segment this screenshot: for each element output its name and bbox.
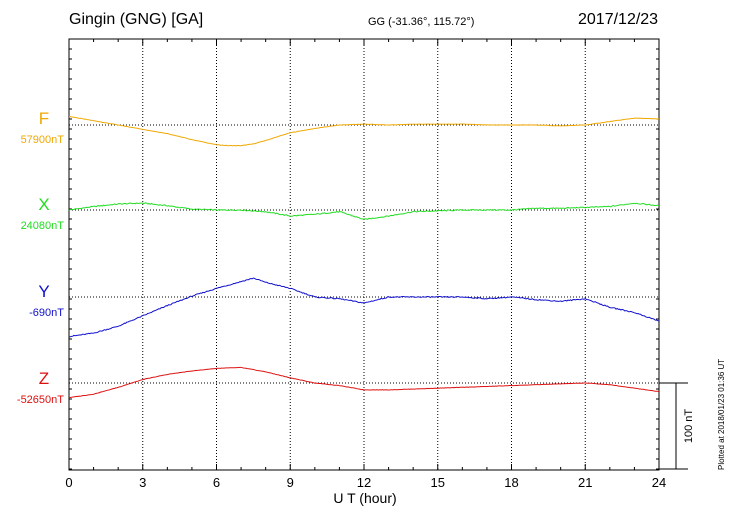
x-tick-label: 21 — [578, 475, 592, 490]
scale-bar: 100 nT — [659, 382, 695, 470]
station-title: Gingin (GNG) [GA] — [69, 11, 204, 28]
x-tick-label: 6 — [213, 475, 220, 490]
x-axis-label: U T (hour) — [333, 490, 396, 506]
station-coordinates: GG (-31.36°, 115.72°) — [368, 16, 475, 28]
x-tick-label: 15 — [431, 475, 445, 490]
x-tick-label: 12 — [357, 475, 371, 490]
x-axis-ticks: 0 3 6 9 12 15 18 21 24 — [65, 475, 666, 490]
series-line-y — [68, 277, 660, 338]
plotted-timestamp: Plotted at 2018/01/23 01:36 UT — [717, 359, 726, 470]
scale-bar-label: 100 nT — [683, 409, 695, 444]
series-line-x — [68, 202, 660, 220]
series-name-f: F — [39, 109, 49, 128]
series-labels: F 57900nT X 24080nT Y -690nT Z -52650nT — [17, 109, 64, 406]
x-tick-label: 3 — [139, 475, 146, 490]
x-tick-label: 24 — [652, 475, 666, 490]
series-baseline-f: 57900nT — [21, 134, 65, 146]
x-tick-label: 0 — [65, 475, 72, 490]
series-name-x: X — [38, 195, 49, 214]
series-name-z: Z — [39, 369, 49, 388]
series-line-z — [68, 366, 660, 399]
series-baseline-y: -690nT — [29, 307, 64, 319]
x-tick-label: 9 — [287, 475, 294, 490]
grid-lines — [69, 39, 659, 470]
axes — [68, 38, 660, 471]
series-baseline-x: 24080nT — [21, 220, 65, 232]
observation-date: 2017/12/23 — [578, 11, 659, 28]
series-lines — [68, 115, 660, 399]
series-baseline-z: -52650nT — [17, 394, 64, 406]
series-name-y: Y — [38, 282, 49, 301]
x-tick-label: 18 — [504, 475, 518, 490]
series-line-f — [68, 115, 659, 147]
